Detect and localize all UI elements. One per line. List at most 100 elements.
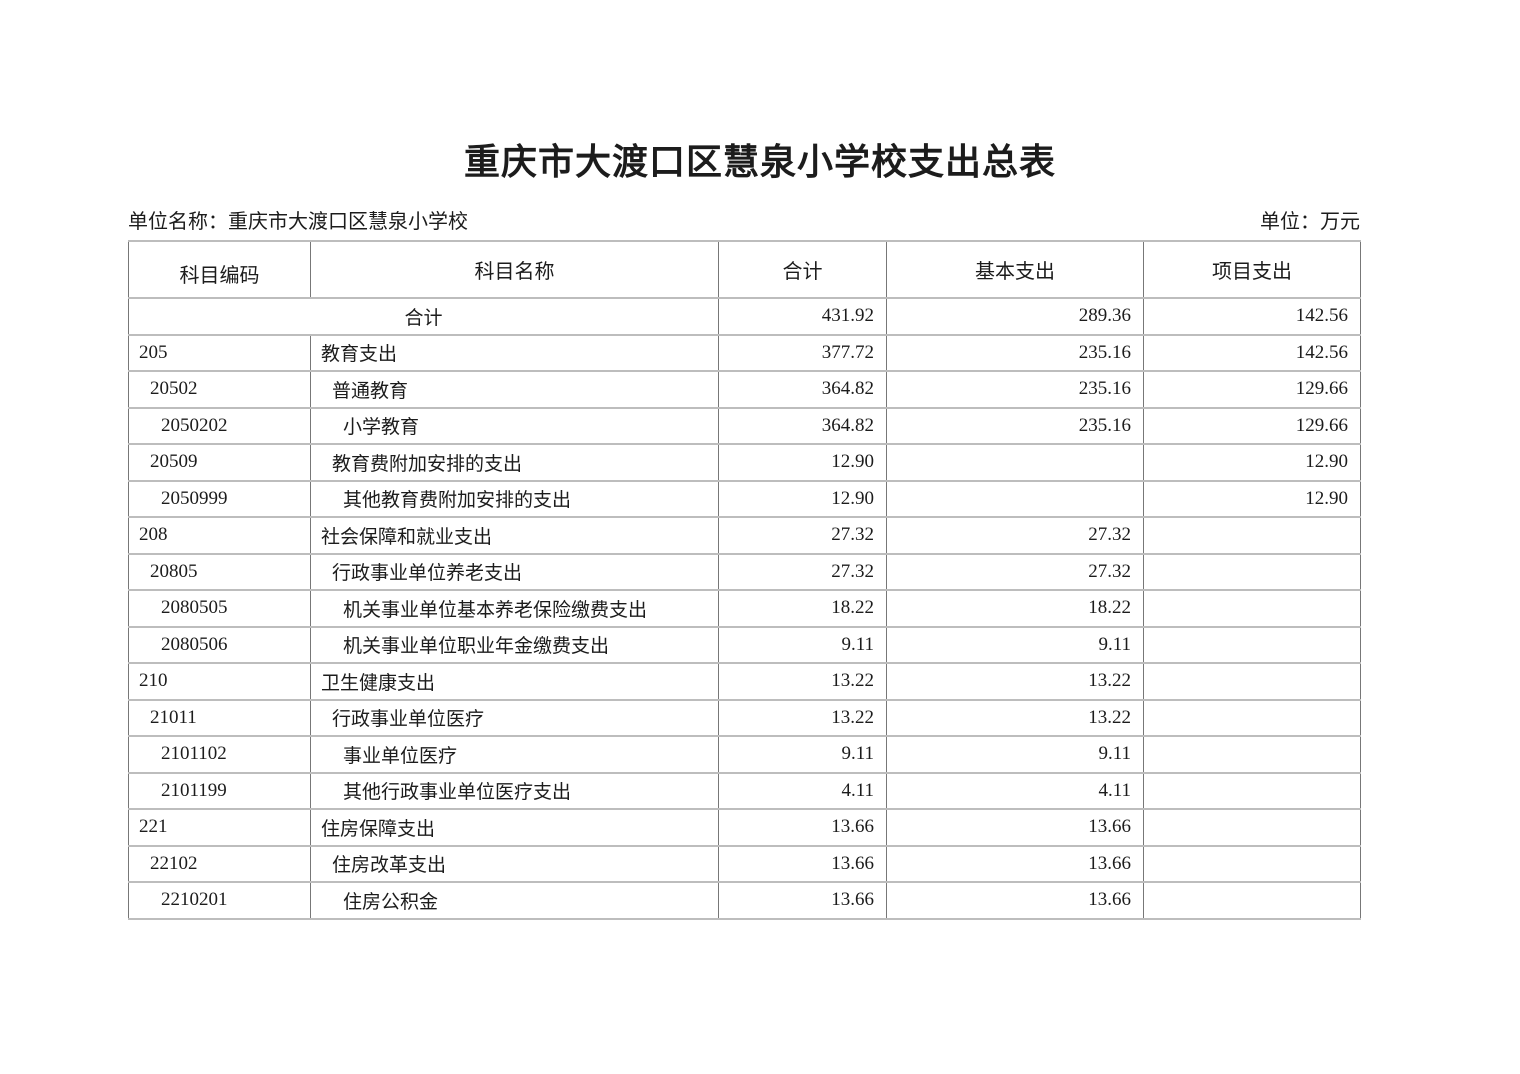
grand-total-project-cell: 142.56 [1143, 297, 1361, 336]
subject-code-cell: 208 [128, 516, 311, 555]
basic-value-cell [886, 479, 1144, 518]
total-value-cell: 364.82 [718, 406, 887, 445]
basic-value-cell: 18.22 [886, 589, 1144, 628]
project-value-cell [1143, 698, 1361, 737]
table-row: 2080506 机关事业单位职业年金缴费支出 9.11 9.11 [128, 625, 1361, 664]
subject-name-cell: 其他教育费附加安排的支出 [310, 479, 719, 518]
subject-name-cell: 行政事业单位养老支出 [310, 552, 719, 591]
total-value-cell: 13.22 [718, 698, 887, 737]
table-row: 2210201 住房公积金 13.66 13.66 [128, 881, 1361, 920]
total-value-cell: 18.22 [718, 589, 887, 628]
total-value-cell: 27.32 [718, 552, 887, 591]
project-value-cell [1143, 589, 1361, 628]
total-value-cell: 13.66 [718, 844, 887, 883]
header-total: 合计 [718, 240, 887, 299]
table-row: 208 社会保障和就业支出 27.32 27.32 [128, 516, 1361, 555]
table-row: 21011 行政事业单位医疗 13.22 13.22 [128, 698, 1361, 737]
header-subject-name: 科目名称 [310, 240, 719, 299]
grand-total-total-cell: 431.92 [718, 297, 887, 336]
basic-value-cell: 235.16 [886, 406, 1144, 445]
subject-code-cell: 2080505 [128, 589, 311, 628]
table-header: 科目编码 科目名称 合计 基本支出 项目支出 [128, 240, 1361, 299]
subject-code-cell: 210 [128, 662, 311, 701]
grand-total-row: 合计 431.92 289.36 142.56 [128, 297, 1361, 336]
project-value-cell: 12.90 [1143, 443, 1361, 482]
subject-code-cell: 21011 [128, 698, 311, 737]
subject-code-cell: 221 [128, 808, 311, 847]
table-row: 20502 普通教育 364.82 235.16 129.66 [128, 370, 1361, 409]
grand-total-label-cell: 合计 [128, 297, 719, 336]
table-row: 2050202 小学教育 364.82 235.16 129.66 [128, 406, 1361, 445]
header-basic-expenditure: 基本支出 [886, 240, 1144, 299]
meta-row: 单位名称：重庆市大渡口区慧泉小学校 单位：万元 [128, 210, 1360, 234]
subject-name-cell: 教育支出 [310, 333, 719, 372]
subject-code-cell: 205 [128, 333, 311, 372]
total-value-cell: 13.66 [718, 881, 887, 920]
subject-name-cell: 社会保障和就业支出 [310, 516, 719, 555]
grand-total-basic-cell: 289.36 [886, 297, 1144, 336]
subject-name-cell: 小学教育 [310, 406, 719, 445]
subject-code-cell: 2050202 [128, 406, 311, 445]
table-row: 2101199 其他行政事业单位医疗支出 4.11 4.11 [128, 771, 1361, 810]
subject-code-cell: 20509 [128, 443, 311, 482]
project-value-cell [1143, 881, 1361, 920]
unit-name-label: 单位名称：重庆市大渡口区慧泉小学校 [128, 211, 468, 233]
table-row: 2080505 机关事业单位基本养老保险缴费支出 18.22 18.22 [128, 589, 1361, 628]
total-value-cell: 377.72 [718, 333, 887, 372]
project-value-cell [1143, 844, 1361, 883]
project-value-cell [1143, 625, 1361, 664]
project-value-cell: 142.56 [1143, 333, 1361, 372]
project-value-cell [1143, 516, 1361, 555]
subject-code-cell: 20502 [128, 370, 311, 409]
basic-value-cell: 4.11 [886, 771, 1144, 810]
basic-value-cell: 235.16 [886, 370, 1144, 409]
basic-value-cell: 13.66 [886, 881, 1144, 920]
unit-of-measure-label: 单位：万元 [1260, 211, 1360, 233]
subject-code-cell: 2210201 [128, 881, 311, 920]
table-body: 合计 431.92 289.36 142.56 205 教育支出 377.72 235… [128, 297, 1361, 920]
project-value-cell [1143, 808, 1361, 847]
total-value-cell: 9.11 [718, 625, 887, 664]
subject-name-cell: 机关事业单位职业年金缴费支出 [310, 625, 719, 664]
subject-name-cell: 其他行政事业单位医疗支出 [310, 771, 719, 810]
subject-name-cell: 住房保障支出 [310, 808, 719, 847]
table-row: 210 卫生健康支出 13.22 13.22 [128, 662, 1361, 701]
basic-value-cell: 9.11 [886, 735, 1144, 774]
total-value-cell: 364.82 [718, 370, 887, 409]
basic-value-cell: 13.22 [886, 662, 1144, 701]
subject-name-cell: 住房公积金 [310, 881, 719, 920]
basic-value-cell: 235.16 [886, 333, 1144, 372]
header-project-expenditure: 项目支出 [1143, 240, 1361, 299]
subject-code-cell: 2101102 [128, 735, 311, 774]
total-value-cell: 12.90 [718, 443, 887, 482]
subject-name-cell: 卫生健康支出 [310, 662, 719, 701]
total-value-cell: 4.11 [718, 771, 887, 810]
subject-code-cell: 22102 [128, 844, 311, 883]
header-row: 科目编码 科目名称 合计 基本支出 项目支出 [128, 240, 1361, 299]
basic-value-cell: 9.11 [886, 625, 1144, 664]
total-value-cell: 13.66 [718, 808, 887, 847]
project-value-cell [1143, 552, 1361, 591]
table-row: 205 教育支出 377.72 235.16 142.56 [128, 333, 1361, 372]
table-row: 20805 行政事业单位养老支出 27.32 27.32 [128, 552, 1361, 591]
subject-name-cell: 教育费附加安排的支出 [310, 443, 719, 482]
basic-value-cell: 27.32 [886, 516, 1144, 555]
subject-name-cell: 机关事业单位基本养老保险缴费支出 [310, 589, 719, 628]
project-value-cell [1143, 735, 1361, 774]
subject-name-cell: 行政事业单位医疗 [310, 698, 719, 737]
page-title: 重庆市大渡口区慧泉小学校支出总表 [463, 141, 1056, 182]
basic-value-cell [886, 443, 1144, 482]
table-row: 22102 住房改革支出 13.66 13.66 [128, 844, 1361, 883]
basic-value-cell: 13.66 [886, 808, 1144, 847]
subject-name-cell: 事业单位医疗 [310, 735, 719, 774]
subject-code-cell: 20805 [128, 552, 311, 591]
subject-code-cell: 2080506 [128, 625, 311, 664]
total-value-cell: 9.11 [718, 735, 887, 774]
total-value-cell: 13.22 [718, 662, 887, 701]
table-row: 2050999 其他教育费附加安排的支出 12.90 12.90 [128, 479, 1361, 518]
subject-code-cell: 2101199 [128, 771, 311, 810]
subject-name-cell: 普通教育 [310, 370, 719, 409]
basic-value-cell: 27.32 [886, 552, 1144, 591]
total-value-cell: 12.90 [718, 479, 887, 518]
